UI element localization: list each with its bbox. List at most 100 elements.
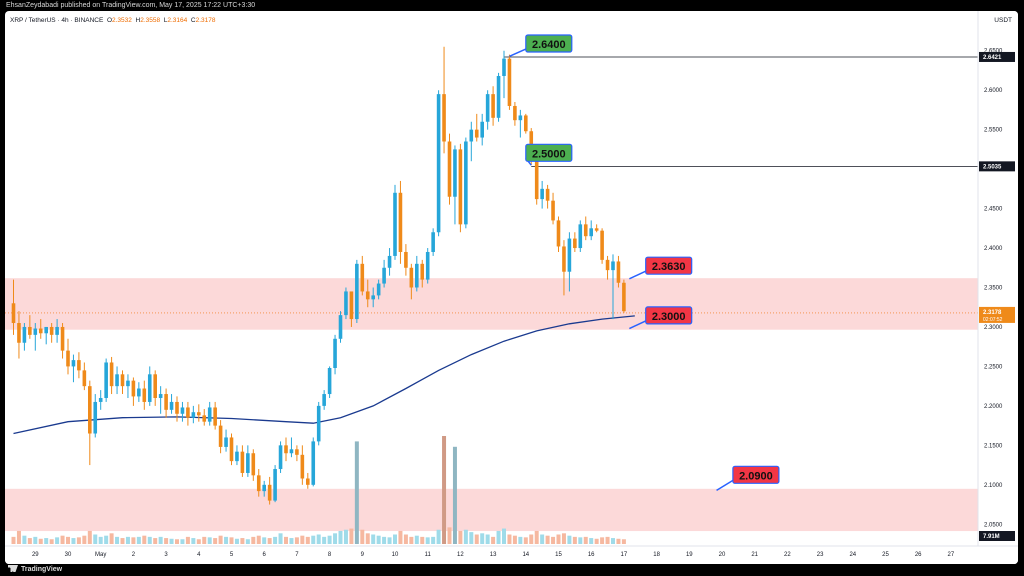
- candle-body: [147, 374, 152, 402]
- time-tick-label: 15: [555, 552, 562, 558]
- candle: [186, 401, 190, 426]
- price-tick-label: 2.4000: [984, 246, 1003, 252]
- candle: [431, 228, 435, 256]
- candle: [502, 50, 506, 99]
- candle: [513, 102, 517, 126]
- candle: [202, 409, 207, 426]
- volume-bar: [605, 536, 610, 544]
- price-tick-label: 2.0500: [984, 522, 1003, 528]
- current-price-tag-label: 2.3178: [983, 310, 1002, 316]
- candle-body: [218, 425, 223, 447]
- candle-body: [562, 246, 566, 272]
- volume-bar: [589, 538, 594, 544]
- volume-bar: [273, 536, 278, 544]
- candle-body: [306, 478, 310, 485]
- candle-body: [175, 401, 179, 414]
- time-tick-label: 6: [263, 552, 267, 558]
- candle: [55, 319, 59, 343]
- volume-bar: [447, 527, 452, 544]
- chart-panel[interactable]: 2.6400 2.5000 2.3630 2.3000 2.0900 2.0500 2.10…: [5, 11, 1018, 564]
- volume-bar: [480, 533, 485, 544]
- support-zone-1: [5, 278, 978, 330]
- candle-body: [431, 232, 435, 252]
- candle: [589, 220, 593, 241]
- volume-bar: [491, 536, 496, 544]
- candle-body: [360, 263, 365, 292]
- candle: [142, 380, 147, 410]
- candle: [28, 315, 32, 339]
- candle-body: [137, 388, 141, 397]
- candle: [387, 248, 392, 276]
- candle: [469, 121, 474, 162]
- currency-label[interactable]: USDT: [994, 17, 1012, 24]
- volume-bar: [278, 533, 283, 544]
- candle-body: [583, 224, 588, 237]
- volume-bar: [213, 538, 218, 544]
- time-tick-label: 2: [132, 552, 136, 558]
- candle-body: [344, 291, 348, 316]
- tradingview-logo[interactable]: TradingView: [8, 564, 62, 576]
- candle-body: [126, 380, 130, 387]
- candle-body: [104, 362, 108, 398]
- price-tick-label: 2.4500: [984, 207, 1003, 213]
- candle: [600, 228, 604, 264]
- volume-bar: [551, 536, 556, 544]
- volume-bar: [16, 530, 21, 544]
- volume-bar: [600, 537, 605, 544]
- candle-body: [453, 149, 457, 197]
- volume-bar: [611, 538, 615, 544]
- price-chart[interactable]: 2.6400 2.5000 2.3630 2.3000 2.0900 2.0500 2.10…: [5, 11, 1018, 564]
- candle-body: [447, 141, 452, 197]
- candle: [278, 441, 283, 473]
- volume-bar: [175, 539, 179, 544]
- low-label: L: [163, 17, 168, 24]
- volume-bar: [164, 538, 169, 544]
- price-tick-label: 2.2000: [984, 404, 1003, 410]
- candle: [594, 224, 599, 233]
- candle: [137, 382, 141, 402]
- level-price-tag-label: 2.5035: [983, 164, 1002, 170]
- candle: [458, 143, 463, 233]
- volume-bar: [518, 536, 523, 544]
- candle: [169, 394, 174, 414]
- candle-body: [158, 394, 163, 398]
- volume-bar: [485, 534, 490, 544]
- volume-bar: [125, 536, 130, 544]
- candle-body: [251, 453, 256, 476]
- candle-body: [109, 362, 114, 387]
- candle: [66, 338, 70, 375]
- open-label: O: [106, 17, 113, 24]
- volume-bar: [93, 534, 98, 544]
- candle-body: [556, 220, 561, 247]
- candle: [262, 480, 266, 497]
- candle-body: [578, 224, 583, 249]
- volume-bar: [267, 538, 272, 544]
- candle: [131, 377, 136, 406]
- annotation-arrow: [629, 320, 647, 330]
- volume-bar: [594, 538, 599, 544]
- candle: [180, 401, 185, 422]
- volume-bar: [27, 538, 32, 544]
- candle-body: [338, 315, 343, 339]
- candle: [311, 437, 316, 487]
- volume-bar: [616, 538, 621, 544]
- time-tick-label: 23: [817, 552, 824, 558]
- time-tick-label: 25: [882, 552, 889, 558]
- candle-body: [322, 394, 326, 406]
- volume-bar: [534, 530, 539, 544]
- candle-body: [393, 192, 397, 256]
- volume-bar: [147, 536, 152, 544]
- candle: [251, 449, 256, 481]
- candle-body: [534, 161, 539, 200]
- candle: [333, 334, 337, 375]
- publish-bar: EhsanZeydabadi published on TradingView.…: [0, 0, 1024, 11]
- volume-bar: [153, 538, 158, 544]
- volume-bar: [180, 539, 185, 544]
- candle: [147, 366, 152, 406]
- time-tick-label: 17: [621, 552, 628, 558]
- candle: [98, 390, 103, 410]
- volume-bar: [338, 530, 343, 544]
- candle-body: [289, 449, 294, 454]
- candle: [480, 113, 484, 146]
